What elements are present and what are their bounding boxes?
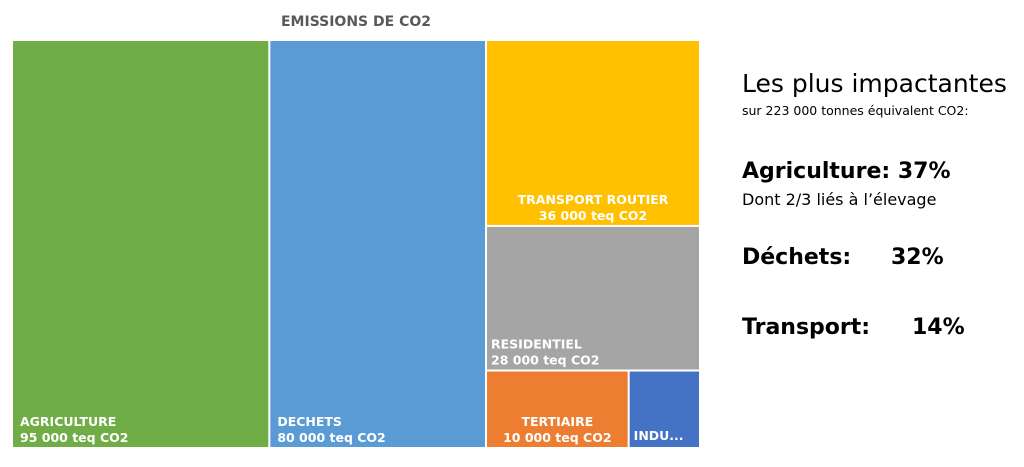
treemap-tile-name: TERTIAIRE [521, 414, 593, 429]
treemap-tile-value: 36 000 teq CO2 [539, 208, 647, 223]
stat-agriculture-value: 37% [897, 159, 951, 184]
stat-dechets-value: 32% [891, 245, 944, 270]
treemap-tile-name: AGRICULTURE [20, 414, 116, 429]
treemap-tile-name: INDU... [634, 428, 684, 443]
treemap-rect [13, 41, 269, 447]
treemap-rect [270, 41, 486, 447]
stat-dechets-label: Déchets: [742, 245, 852, 270]
treemap-tile-indu: INDU... [629, 371, 699, 447]
stat-transport: Transport: 14% [742, 313, 1012, 343]
treemap-rect [487, 41, 699, 225]
treemap-tile-value: 28 000 teq CO2 [491, 353, 599, 368]
treemap-tile-name: TRANSPORT ROUTIER [518, 192, 669, 207]
stat-agriculture: Agriculture: 37% [742, 157, 1012, 187]
stat-agriculture-note: Dont 2/3 liés à l’élevage [742, 190, 937, 209]
treemap-rect [487, 226, 699, 370]
treemap-rect [487, 371, 628, 447]
summary-subheading: sur 223 000 tonnes équivalent CO2: [742, 103, 969, 118]
treemap-tile-value: 80 000 teq CO2 [277, 430, 385, 445]
treemap-tile-value: 95 000 teq CO2 [20, 430, 128, 445]
summary-heading: Les plus impactantes [742, 69, 1007, 98]
stat-agriculture-label: Agriculture: [742, 159, 891, 184]
stat-transport-label: Transport: [742, 315, 871, 340]
treemap-tile-name: RESIDENTIEL [491, 337, 582, 352]
summary-panel: Les plus impactantes sur 223 000 tonnes … [742, 68, 1012, 343]
chart-title: EMISSIONS DE CO2 [280, 14, 431, 30]
treemap-tile-name: DECHETS [277, 414, 342, 429]
stat-dechets: Déchets: 32% [742, 243, 1012, 273]
treemap-tile-value: 10 000 teq CO2 [503, 430, 611, 445]
treemap-rect [629, 371, 699, 447]
stat-transport-value: 14% [912, 315, 965, 340]
